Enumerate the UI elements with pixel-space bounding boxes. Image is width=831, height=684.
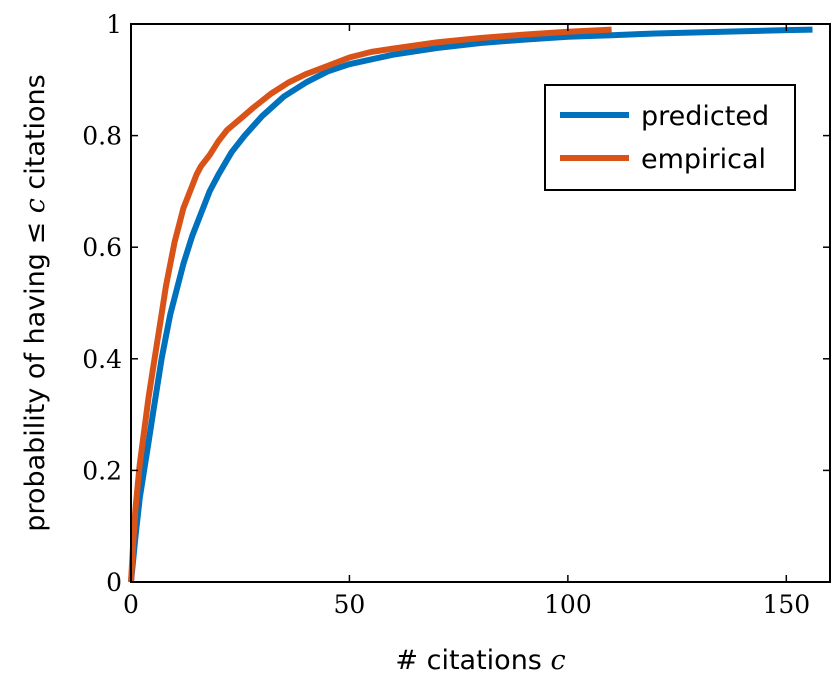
- tick-labels: 0 50 100 150 0 0.2 0.4 0.6 0.8 1: [82, 10, 810, 619]
- x-tick-label-150: 150: [762, 590, 810, 619]
- y-axis-title-prefix: probability of having ≤: [20, 213, 51, 531]
- plot-frame: [130, 23, 831, 583]
- x-axis-title-prefix: # citations: [395, 645, 550, 676]
- x-tick-label-0: 0: [123, 590, 139, 619]
- legend: predicted empirical: [544, 84, 796, 191]
- y-axis-title: probability of having ≤ c citations: [20, 74, 51, 531]
- series-line-predicted: [128, 26, 813, 583]
- legend-label-predicted: predicted: [641, 101, 769, 132]
- y-tick-label-1: 0.2: [82, 456, 122, 485]
- y-axis-title-var: c: [20, 198, 51, 213]
- x-tick-label-100: 100: [544, 590, 592, 619]
- y-tick-label-5: 1: [106, 10, 122, 39]
- y-tick-label-0: 0: [106, 568, 122, 597]
- x-axis-title-var: c: [550, 645, 565, 676]
- plot-lines: [128, 26, 813, 583]
- y-tick-label-2: 0.4: [82, 345, 122, 374]
- y-axis-title-suffix: citations: [20, 74, 51, 198]
- y-tick-label-4: 0.8: [82, 122, 122, 151]
- y-tick-label-3: 0.6: [82, 233, 122, 262]
- legend-box: [544, 84, 796, 191]
- x-tick-label-50: 50: [334, 590, 366, 619]
- legend-label-empirical: empirical: [641, 144, 766, 175]
- x-axis-title: # citations c: [395, 645, 565, 676]
- series-line-empirical: [128, 26, 612, 583]
- axis-ticks: [130, 23, 830, 583]
